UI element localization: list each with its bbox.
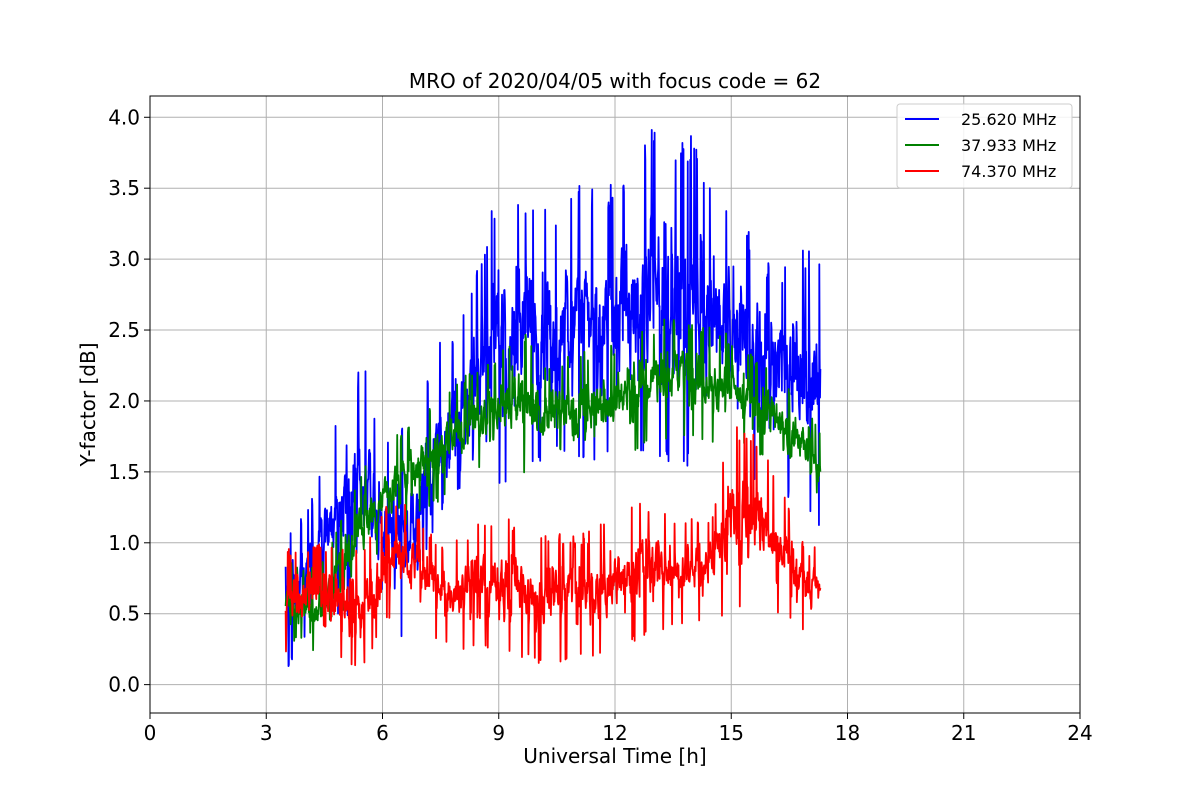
y-tick-label: 1.0: [108, 531, 140, 555]
x-tick-label: 12: [602, 721, 627, 745]
x-tick-label: 9: [492, 721, 505, 745]
x-tick-label: 21: [951, 721, 976, 745]
y-tick-label: 0.5: [108, 602, 140, 626]
legend: 25.620 MHz 37.933 MHz 74.370 MHz: [896, 103, 1073, 189]
chart-title: MRO of 2020/04/05 with focus code = 62: [409, 69, 821, 93]
x-axis-label: Universal Time [h]: [523, 744, 706, 768]
x-tick-label: 24: [1067, 721, 1092, 745]
y-axis-label: Y-factor [dB]: [76, 342, 100, 467]
legend-box: [896, 103, 1073, 189]
y-tick-label: 3.5: [108, 176, 140, 200]
tick-layer: 0 3 6 9 12 15 18 21 24 0.0 0.5 1.0 1.5 2.0 2.5 3.0 3.5 4.…: [108, 105, 1093, 745]
y-tick-label: 1.5: [108, 460, 140, 484]
legend-label: 74.370 MHz: [961, 162, 1056, 181]
x-tick-label: 0: [144, 721, 157, 745]
x-tick-label: 6: [376, 721, 389, 745]
y-tick-label: 0.0: [108, 673, 140, 697]
legend-label: 25.620 MHz: [961, 110, 1056, 129]
series-line-1: [284, 318, 822, 652]
y-tick-label: 4.0: [108, 105, 140, 129]
y-tick-label: 2.0: [108, 389, 140, 413]
x-tick-label: 15: [719, 721, 744, 745]
y-tick-label: 3.0: [108, 247, 140, 271]
x-tick-label: 18: [835, 721, 860, 745]
series-layer: [284, 128, 822, 668]
legend-label: 37.933 MHz: [961, 136, 1056, 155]
x-tick-label: 3: [260, 721, 273, 745]
series-line-2: [284, 426, 822, 667]
y-tick-label: 2.5: [108, 318, 140, 342]
